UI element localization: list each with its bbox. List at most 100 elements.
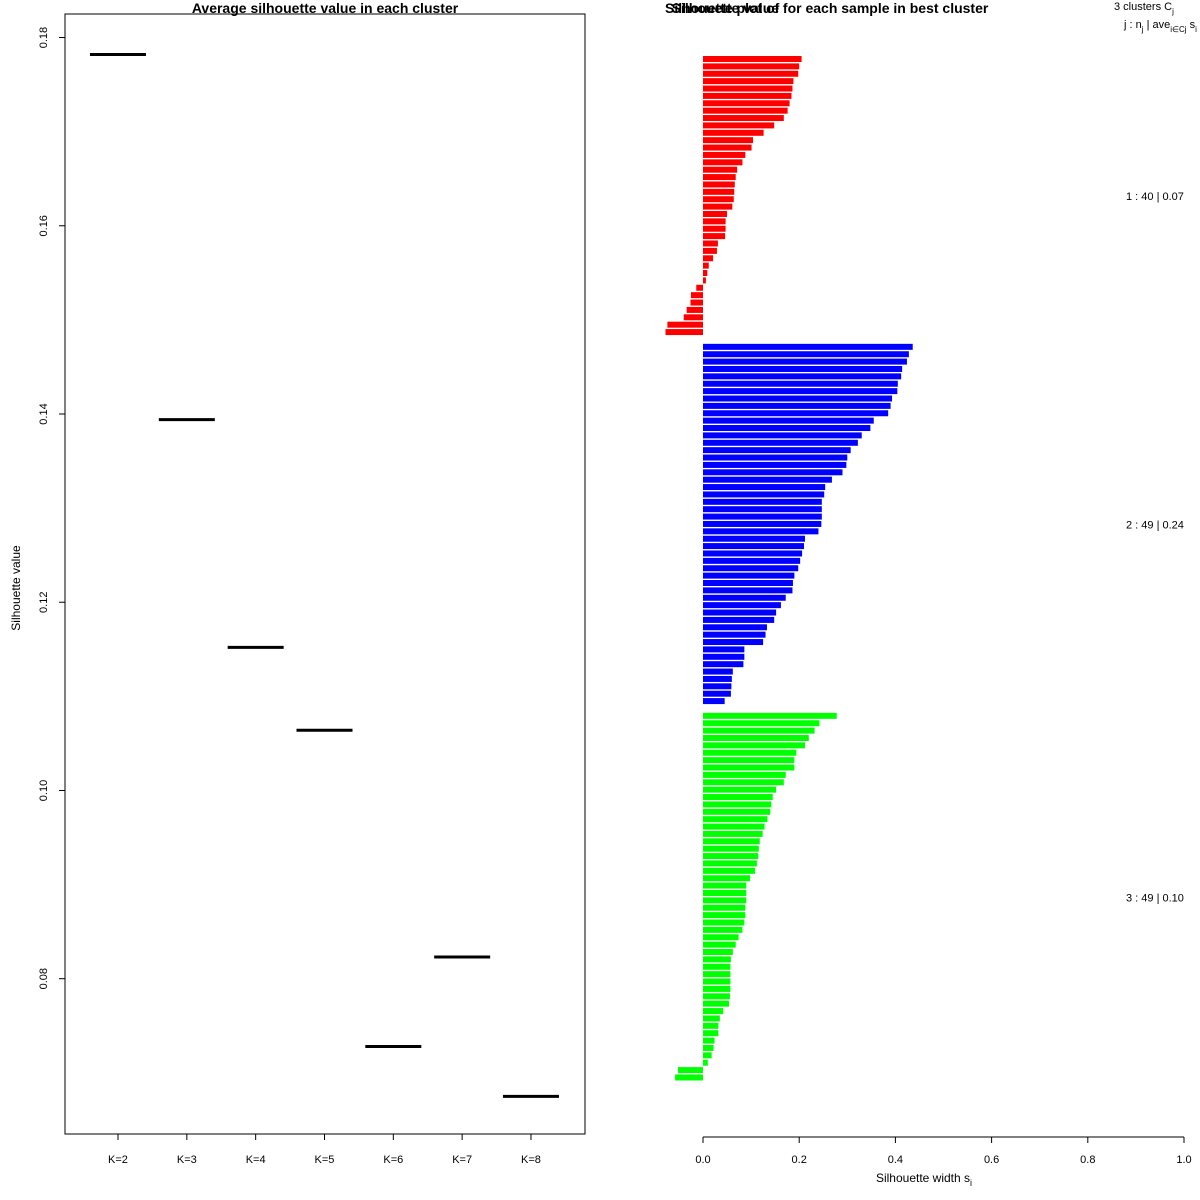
silhouette-bar-cluster2-46	[703, 675, 732, 682]
silhouette-bar-cluster1-28	[703, 255, 714, 262]
left-y-tick-label: 0.08	[38, 968, 50, 989]
silhouette-bar-cluster1-27	[703, 247, 717, 254]
left-panel: Average silhouette value in each cluster…	[9, 0, 586, 1166]
silhouette-bar-cluster2-1	[703, 343, 913, 350]
silhouette-bar-cluster1-38	[665, 329, 703, 336]
silhouette-bar-cluster1-16	[703, 166, 738, 173]
silhouette-bar-cluster2-45	[703, 668, 733, 675]
silhouette-bar-cluster2-8	[703, 395, 893, 402]
silhouette-bar-cluster1-10	[703, 122, 775, 129]
silhouette-bar-cluster1-34	[690, 299, 703, 306]
silhouette-bar-cluster2-10	[703, 410, 889, 417]
left-y-tick-label: 0.18	[38, 27, 50, 48]
silhouette-bar-cluster2-33	[703, 580, 793, 586]
silhouette-bar-cluster3-26	[703, 897, 747, 904]
silhouette-bar-cluster1-25	[703, 233, 726, 240]
silhouette-bar-cluster2-32	[703, 572, 795, 579]
silhouette-bar-cluster3-15	[703, 816, 768, 823]
silhouette-bar-cluster2-37	[703, 609, 777, 616]
silhouette-bar-cluster1-1	[703, 56, 802, 62]
cluster-label-1: 1 : 40 | 0.07	[1126, 191, 1184, 203]
silhouette-bar-cluster3-33	[703, 949, 733, 956]
legend-header-line2: j : nj | avei∈Cj si	[1123, 19, 1197, 34]
silhouette-bar-cluster2-16	[703, 454, 848, 461]
cluster-label-3: 3 : 49 | 0.10	[1126, 892, 1184, 904]
silhouette-bar-cluster1-5	[703, 85, 793, 92]
silhouette-bar-cluster1-17	[703, 174, 736, 181]
left-x-tick-label: K=4	[246, 1154, 266, 1166]
silhouette-bar-cluster2-38	[703, 616, 775, 623]
silhouette-bar-cluster3-2	[703, 720, 820, 727]
silhouette-bar-cluster3-12	[703, 794, 773, 801]
silhouette-bar-cluster3-46	[703, 1044, 714, 1051]
silhouette-bar-cluster3-24	[703, 882, 747, 889]
silhouette-bar-cluster3-38	[703, 985, 731, 992]
silhouette-bar-cluster2-40	[703, 631, 766, 638]
silhouette-bar-cluster2-17	[703, 461, 847, 468]
silhouette-bar-cluster3-18	[703, 838, 760, 845]
silhouette-bar-cluster3-21	[703, 860, 757, 867]
legend-header-line2-b: | ave	[1144, 19, 1171, 31]
silhouette-bar-cluster3-25	[703, 889, 747, 896]
silhouette-bar-cluster2-42	[703, 646, 745, 653]
silhouette-bar-cluster3-40	[703, 1000, 729, 1007]
silhouette-bar-cluster2-28	[703, 543, 805, 550]
silhouette-bar-cluster2-13	[703, 432, 862, 439]
silhouette-bar-cluster2-36	[703, 602, 781, 609]
silhouette-bar-cluster3-13	[703, 801, 772, 808]
silhouette-bar-cluster3-19	[703, 845, 759, 852]
silhouette-bar-cluster1-2	[703, 63, 800, 70]
silhouette-bar-cluster3-29	[703, 919, 745, 926]
right-x-tick-label: 0.0	[695, 1154, 710, 1166]
legend-header-line2-sub3: i	[1195, 25, 1197, 34]
right-x-tick-label: 0.2	[792, 1154, 807, 1166]
silhouette-bar-cluster3-27	[703, 904, 746, 911]
silhouette-bar-cluster2-48	[703, 690, 731, 697]
silhouette-bar-cluster1-4	[703, 78, 794, 85]
silhouette-bar-cluster2-15	[703, 447, 851, 454]
silhouette-bar-cluster3-45	[703, 1037, 715, 1044]
silhouette-bar-cluster3-14	[703, 808, 771, 815]
legend-header-line2-a: j : n	[1123, 19, 1142, 31]
silhouette-bar-cluster1-29	[703, 262, 709, 269]
right-x-tick-label: 0.8	[1080, 1154, 1095, 1166]
legend-header-line2-sub2: i∈Cj	[1170, 25, 1187, 34]
silhouette-bar-cluster3-8	[703, 764, 795, 771]
silhouette-bar-cluster2-31	[703, 565, 799, 572]
silhouette-bar-cluster3-17	[703, 830, 763, 837]
silhouette-bar-cluster3-32	[703, 941, 736, 948]
silhouette-bar-cluster1-31	[703, 277, 706, 284]
left-plot-frame	[64, 13, 586, 1135]
left-y-tick-label: 0.14	[38, 403, 50, 424]
left-x-tick-label: K=5	[315, 1154, 335, 1166]
silhouette-bar-cluster3-5	[703, 742, 805, 749]
right-x-tick-label: 0.4	[888, 1154, 903, 1166]
silhouette-bar-cluster3-31	[703, 934, 739, 941]
silhouette-bar-cluster2-19	[703, 476, 832, 483]
silhouette-bar-cluster2-22	[703, 498, 822, 505]
silhouette-bar-cluster3-43	[703, 1022, 719, 1029]
silhouette-bar-cluster3-39	[703, 993, 730, 1000]
silhouette-bar-cluster3-3	[703, 727, 815, 734]
left-y-tick-label: 0.10	[38, 780, 50, 801]
silhouette-bar-cluster3-34	[703, 956, 731, 963]
silhouette-bar-cluster2-4	[703, 365, 903, 372]
left-x-tick-label: K=8	[521, 1154, 541, 1166]
silhouette-bar-cluster1-21	[703, 203, 733, 210]
silhouette-bar-cluster1-36	[683, 314, 703, 321]
silhouette-bar-cluster1-7	[703, 100, 790, 107]
silhouette-bar-cluster1-13	[703, 144, 752, 151]
silhouette-bar-cluster1-30	[703, 270, 708, 277]
silhouette-bar-cluster1-3	[703, 70, 799, 77]
silhouette-bar-cluster3-4	[703, 735, 809, 741]
silhouette-bar-cluster1-18	[703, 181, 735, 188]
right-x-axis: 0.0 0.2 0.4 0.6 0.8 1.0	[695, 1136, 1192, 1166]
legend-header-line2-sub1: j	[1141, 25, 1144, 34]
silhouette-bar-cluster1-19	[703, 188, 735, 195]
silhouette-bar-cluster3-37	[703, 978, 731, 985]
left-x-axis: K=2 K=3 K=4 K=5 K=6 K=7 K=8	[108, 1134, 541, 1166]
silhouette-bar-cluster3-49	[677, 1067, 703, 1074]
left-y-tick-label: 0.16	[38, 215, 50, 236]
silhouette-bar-cluster3-30	[703, 926, 743, 933]
